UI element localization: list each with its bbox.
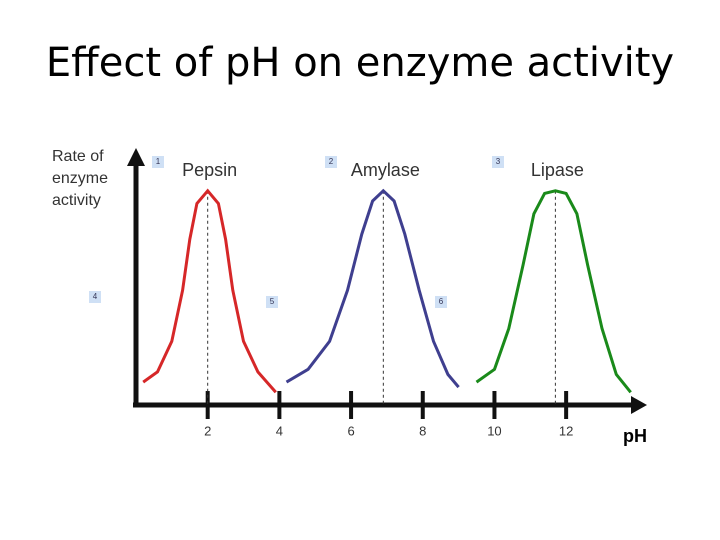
y-axis-label: Rate of enzyme activity <box>52 148 109 209</box>
x-tick-label: 6 <box>347 423 354 438</box>
series-label: Pepsin <box>182 160 237 180</box>
annotation-box <box>89 291 101 303</box>
x-tick-label: 12 <box>559 423 573 438</box>
x-axis-label: pH <box>623 426 647 446</box>
series-label: Lipase <box>531 160 584 180</box>
x-tick-label: 8 <box>419 423 426 438</box>
enzyme-curve <box>142 188 277 394</box>
annotation: 3 <box>496 157 501 166</box>
annotation: 1 <box>156 157 161 166</box>
series-label: Amylase <box>351 160 420 180</box>
annotation: 4 <box>93 292 98 301</box>
enzyme-curve <box>285 188 460 389</box>
annotation-box <box>492 156 504 168</box>
annotation-box <box>266 296 278 308</box>
annotation: 2 <box>329 157 334 166</box>
x-tick-label: 4 <box>276 423 283 438</box>
x-tick-label: 10 <box>487 423 501 438</box>
annotation-box <box>152 156 164 168</box>
x-axis-arrow <box>631 396 647 414</box>
annotation: 5 <box>270 297 275 306</box>
x-tick-label: 2 <box>204 423 211 438</box>
annotation: 6 <box>439 297 444 306</box>
enzyme-curve <box>475 189 632 394</box>
slide-title: Effect of pH on enzyme activity <box>45 40 675 86</box>
annotation-box <box>435 296 447 308</box>
y-axis-arrow <box>127 148 145 166</box>
annotation-box <box>325 156 337 168</box>
